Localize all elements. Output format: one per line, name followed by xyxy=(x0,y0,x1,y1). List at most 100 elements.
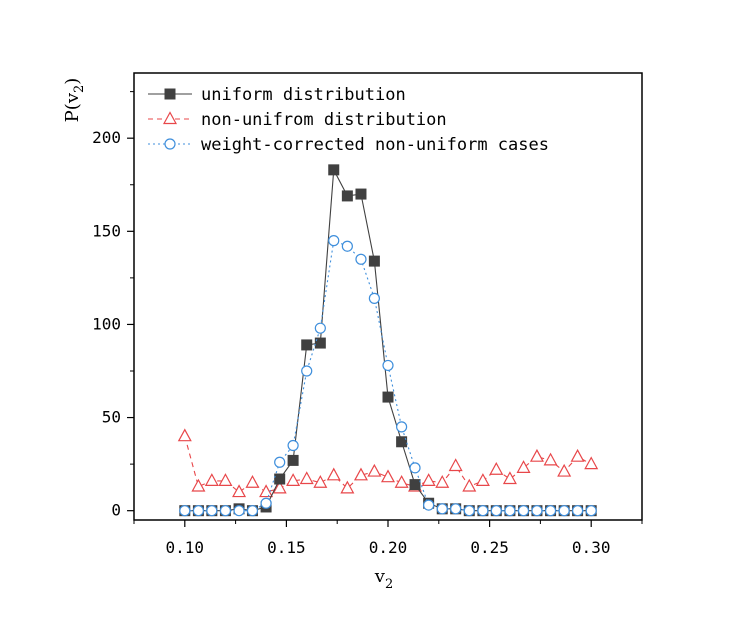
y-tick-label: 150 xyxy=(92,221,121,240)
data-point xyxy=(204,473,219,486)
data-point xyxy=(274,473,286,485)
data-point xyxy=(232,484,247,498)
data-point xyxy=(477,505,489,517)
data-point xyxy=(475,473,490,486)
data-point xyxy=(341,240,353,252)
series-line xyxy=(184,167,592,512)
data-point xyxy=(206,505,218,517)
data-point xyxy=(272,480,287,494)
data-point xyxy=(380,469,396,483)
data-point xyxy=(314,337,326,349)
data-point xyxy=(177,428,192,442)
legend-label: non-unifrom distribution xyxy=(201,110,447,130)
data-point xyxy=(409,462,421,474)
data-point xyxy=(409,479,421,491)
data-point xyxy=(219,505,232,517)
data-point xyxy=(450,503,462,515)
data-point xyxy=(192,505,205,517)
series-line xyxy=(184,436,592,493)
x-tick-label: 0.10 xyxy=(166,538,205,557)
x-tick-label: 0.30 xyxy=(572,538,611,557)
y-tick-label: 0 xyxy=(111,501,121,520)
legend-label: uniform distribution xyxy=(201,85,406,105)
data-point xyxy=(287,439,299,452)
data-point xyxy=(287,454,299,466)
data-point xyxy=(245,474,260,488)
data-point xyxy=(571,505,584,517)
data-point xyxy=(423,499,435,511)
data-point xyxy=(558,505,570,517)
data-point xyxy=(326,467,341,481)
data-point xyxy=(502,471,517,485)
data-point xyxy=(274,456,286,468)
data-point xyxy=(396,421,408,433)
series-circle xyxy=(179,235,597,517)
data-point xyxy=(436,503,448,515)
data-point xyxy=(299,471,314,485)
data-point xyxy=(463,505,475,517)
data-point xyxy=(259,484,274,498)
data-point xyxy=(164,88,176,100)
x-tick-label: 0.20 xyxy=(369,538,408,557)
data-point xyxy=(233,505,245,517)
data-point xyxy=(462,478,477,492)
data-point xyxy=(218,473,233,486)
y-tick-label: 200 xyxy=(92,128,121,147)
data-point xyxy=(314,322,326,334)
data-point xyxy=(286,473,301,486)
x-axis-title-sub: 2 xyxy=(385,577,393,592)
x-tick-label: 0.15 xyxy=(267,538,306,557)
data-point xyxy=(382,391,394,403)
data-point xyxy=(164,138,176,150)
data-point xyxy=(584,456,599,470)
y-axis-title: P(v2) xyxy=(62,78,87,123)
data-point xyxy=(313,474,328,488)
data-point xyxy=(517,505,530,517)
data-point xyxy=(260,497,272,509)
data-point xyxy=(396,436,408,448)
series-triangle xyxy=(177,428,599,498)
data-point xyxy=(368,255,380,267)
series-layer xyxy=(177,164,599,517)
data-point xyxy=(328,164,340,176)
data-point xyxy=(557,463,572,477)
data-point xyxy=(504,505,516,517)
data-point xyxy=(328,235,340,247)
data-point xyxy=(421,473,436,486)
x-axis-title-main: v xyxy=(374,566,386,587)
y-axis-title-main: P(v xyxy=(62,92,83,122)
data-point xyxy=(246,505,259,517)
data-point xyxy=(301,365,313,377)
data-point xyxy=(162,111,178,125)
data-point xyxy=(394,474,409,488)
data-point xyxy=(191,478,206,492)
data-point xyxy=(544,505,557,517)
data-point xyxy=(353,467,368,481)
x-tick-label: 0.25 xyxy=(470,538,509,557)
data-point xyxy=(179,505,191,517)
legend: uniform distribution non-unifrom distribu… xyxy=(148,85,549,155)
y-tick-label: 100 xyxy=(92,314,121,333)
data-point xyxy=(543,452,558,466)
data-point xyxy=(585,505,597,517)
legend-label: weight-corrected non-uniform cases xyxy=(201,135,549,155)
data-point xyxy=(301,339,313,351)
data-point xyxy=(340,480,355,494)
data-point xyxy=(382,359,394,372)
data-point xyxy=(367,463,382,477)
data-point xyxy=(570,448,585,462)
data-point xyxy=(529,448,544,462)
series-square xyxy=(179,164,597,517)
data-point xyxy=(355,188,367,200)
data-point xyxy=(490,505,502,517)
data-point xyxy=(368,292,380,304)
y-axis-title-close: ) xyxy=(62,78,83,85)
x-axis-title: v2 xyxy=(374,566,393,592)
data-point xyxy=(489,461,504,475)
data-point xyxy=(355,253,367,265)
y-axis-title-sub: 2 xyxy=(72,85,87,93)
data-point xyxy=(531,505,543,517)
data-point xyxy=(341,190,353,202)
ticks: 0.10 0.15 0.20 0.25 0.30 0 50 100 150 200 xyxy=(92,91,643,557)
